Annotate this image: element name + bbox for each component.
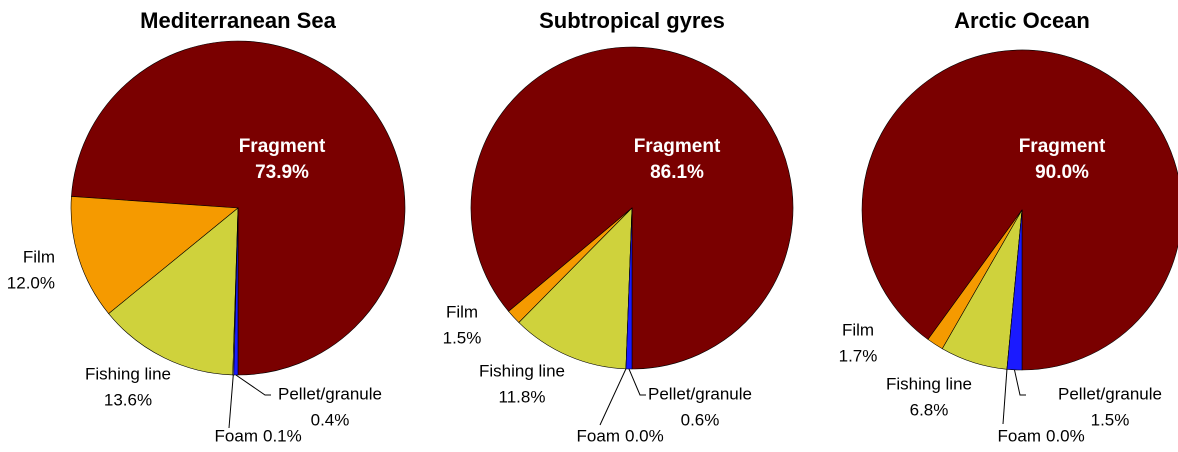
leader-line — [1013, 369, 1026, 396]
slice-label: Fragment — [1019, 136, 1106, 157]
pie-title: Arctic Ocean — [954, 8, 1090, 33]
pie-slice — [70, 196, 239, 315]
pie-slice — [861, 49, 1178, 371]
slice-label: Film — [842, 320, 874, 339]
pie-slice — [1006, 209, 1023, 371]
slice-value: 12.0% — [7, 273, 55, 292]
slice-value: 0.1% — [263, 426, 302, 445]
slice-value: 13.6% — [104, 390, 152, 409]
pie-slice — [233, 207, 239, 376]
slice-label: Fishing line — [886, 374, 972, 393]
slice-label: Pellet/granule — [1058, 384, 1162, 403]
slice-label: Fishing line — [85, 364, 171, 383]
slice-label: Foam — [215, 426, 258, 445]
slice-label: Foam — [998, 426, 1041, 445]
slice-label: Fragment — [239, 136, 326, 157]
slice-label: Pellet/granule — [278, 384, 382, 403]
leader-line — [1002, 369, 1008, 425]
leader-line — [628, 368, 646, 396]
slice-label: Film — [23, 247, 55, 266]
slice-value: 0.0% — [625, 426, 664, 445]
slice-label: Fragment — [634, 136, 721, 157]
slice-label: Pellet/granule — [648, 384, 752, 403]
pie-slice — [108, 207, 239, 376]
slice-value: 1.7% — [839, 346, 878, 365]
slice-value: 6.8% — [910, 400, 949, 419]
leader-line — [228, 374, 234, 429]
leader-line — [235, 374, 271, 396]
pie-title: Subtropical gyres — [539, 8, 725, 33]
slice-value: 0.0% — [1046, 426, 1085, 445]
slice-label: Foam — [577, 426, 620, 445]
slice-value: 0.4% — [311, 410, 350, 429]
pie-title: Mediterranean Sea — [140, 8, 336, 33]
slice-value: 1.5% — [1091, 410, 1130, 429]
slice-value: 73.9% — [255, 162, 309, 183]
slice-label: Fishing line — [479, 361, 565, 380]
slice-label: Film — [446, 302, 478, 321]
slice-value: 11.8% — [499, 387, 546, 406]
slice-value: 1.5% — [443, 328, 482, 347]
pie-slice — [518, 207, 633, 370]
leader-line — [599, 368, 627, 426]
slice-value: 0.6% — [681, 410, 720, 429]
slice-value: 86.1% — [650, 162, 704, 183]
slice-value: 90.0% — [1035, 162, 1089, 183]
